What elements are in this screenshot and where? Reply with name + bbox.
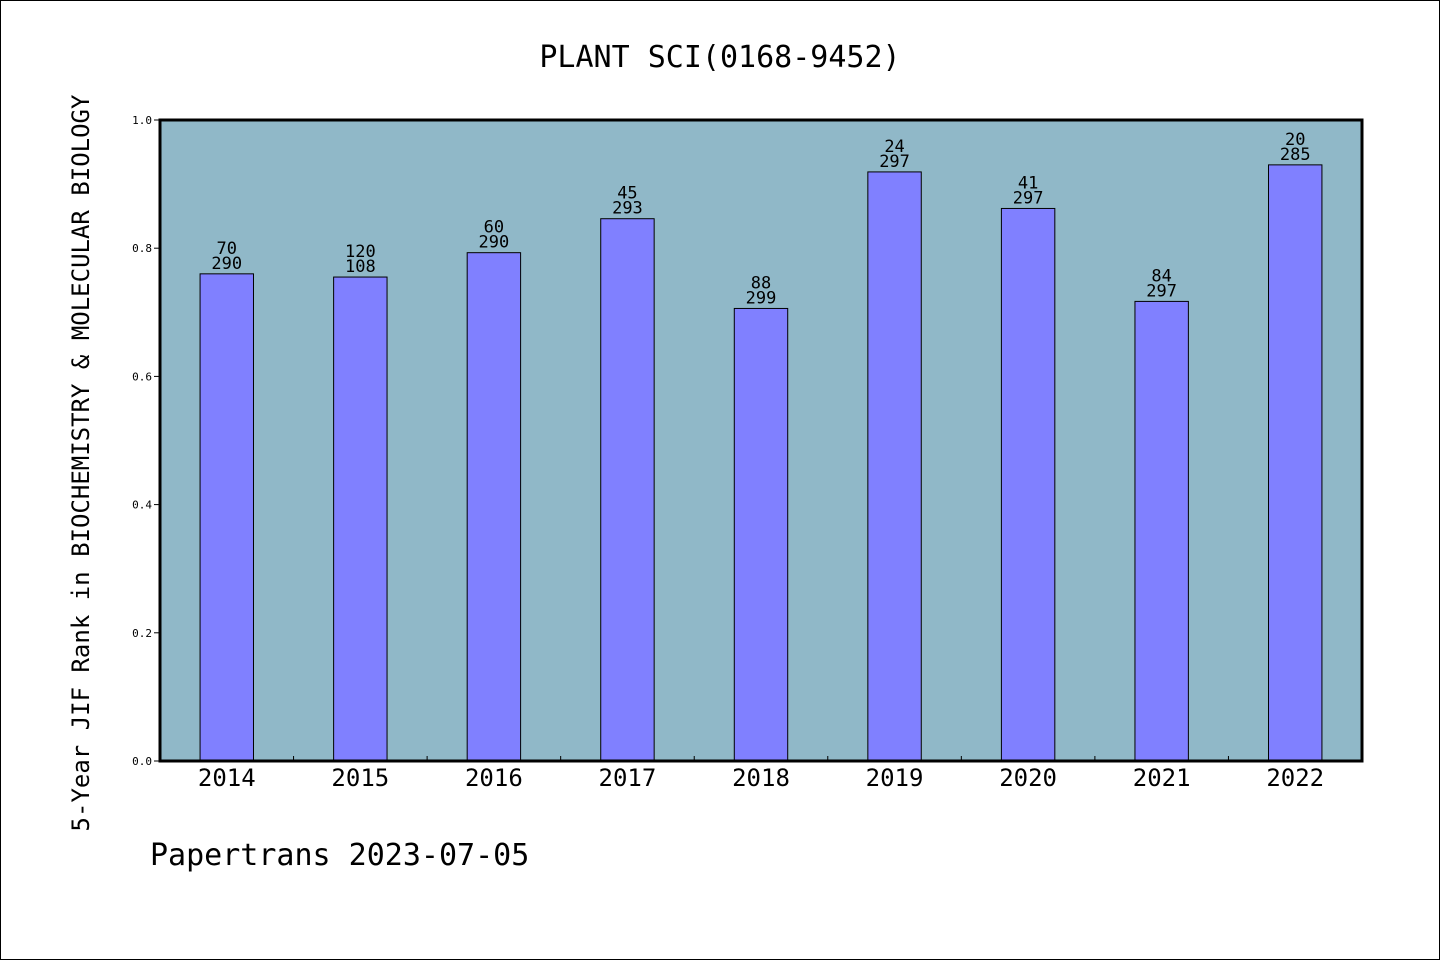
bar-label-total: 285 (1280, 145, 1311, 165)
bar-label-rank: 84 (1151, 266, 1171, 286)
bar-labels-group: 7029012010860290452938829924297412978429… (211, 130, 1310, 309)
x-tick-label: 2018 (732, 764, 790, 792)
x-tick-label: 2022 (1266, 764, 1324, 792)
bar-2018 (733, 307, 789, 762)
bar-label-rank: 88 (751, 273, 771, 293)
bar-label-rank: 60 (484, 218, 504, 238)
x-tick-label: 2014 (198, 764, 256, 792)
y-axis-label: 5-Year JIF Rank in BIOCHEMISTRY & MOLECU… (67, 94, 95, 831)
bar-2016 (466, 252, 522, 762)
axis-ticks: 0.0 0.2 0.4 0.6 0.8 1.0 2014 2015 2016 2017 2018 20… (132, 114, 1324, 792)
bar-label-rank: 120 (345, 242, 376, 262)
plot-border (158, 118, 1364, 763)
bar-label-rank: 41 (1018, 173, 1038, 193)
x-tick-label: 2019 (866, 764, 924, 792)
bar-label-total: 290 (479, 233, 510, 253)
y-tick-label: 0.2 (132, 627, 152, 640)
bar-2021 (1134, 300, 1189, 762)
bar-label-total: 108 (345, 257, 376, 277)
bar-label-total: 299 (746, 288, 777, 308)
chart-title: PLANT SCI(0168-9452) (539, 40, 900, 75)
x-tick-label: 2021 (1133, 764, 1191, 792)
bar-label-total: 297 (1013, 188, 1044, 208)
bar-label-rank: 70 (217, 239, 237, 259)
bars-group (199, 164, 1323, 762)
bar-label-total: 297 (879, 152, 910, 172)
x-tick-label: 2016 (465, 764, 523, 792)
y-tick-label: 0.4 (132, 499, 152, 512)
bar-2020 (1000, 207, 1056, 762)
bar-label-total: 297 (1146, 281, 1177, 301)
x-tick-label: 2017 (599, 764, 657, 792)
bar-label-total: 293 (612, 199, 643, 219)
y-tick-label: 0.8 (132, 242, 152, 255)
bar-2022 (1268, 164, 1323, 762)
bar-label-total: 290 (211, 254, 242, 274)
y-tick-label: 1.0 (132, 114, 152, 127)
bar-2015 (333, 276, 388, 762)
x-tick-label: 2020 (999, 764, 1057, 792)
x-tick-label: 2015 (331, 764, 389, 792)
y-tick-label: 0.6 (132, 370, 152, 383)
bar-label-rank: 20 (1285, 130, 1305, 150)
bar-2017 (600, 218, 655, 762)
bar-label-rank: 45 (617, 184, 637, 204)
bar-2014 (199, 273, 254, 762)
y-tick-label: 0.0 (132, 755, 152, 768)
bar-label-rank: 24 (884, 137, 904, 157)
bar-2019 (867, 171, 922, 762)
footer-text: Papertrans 2023-07-05 (150, 838, 529, 873)
